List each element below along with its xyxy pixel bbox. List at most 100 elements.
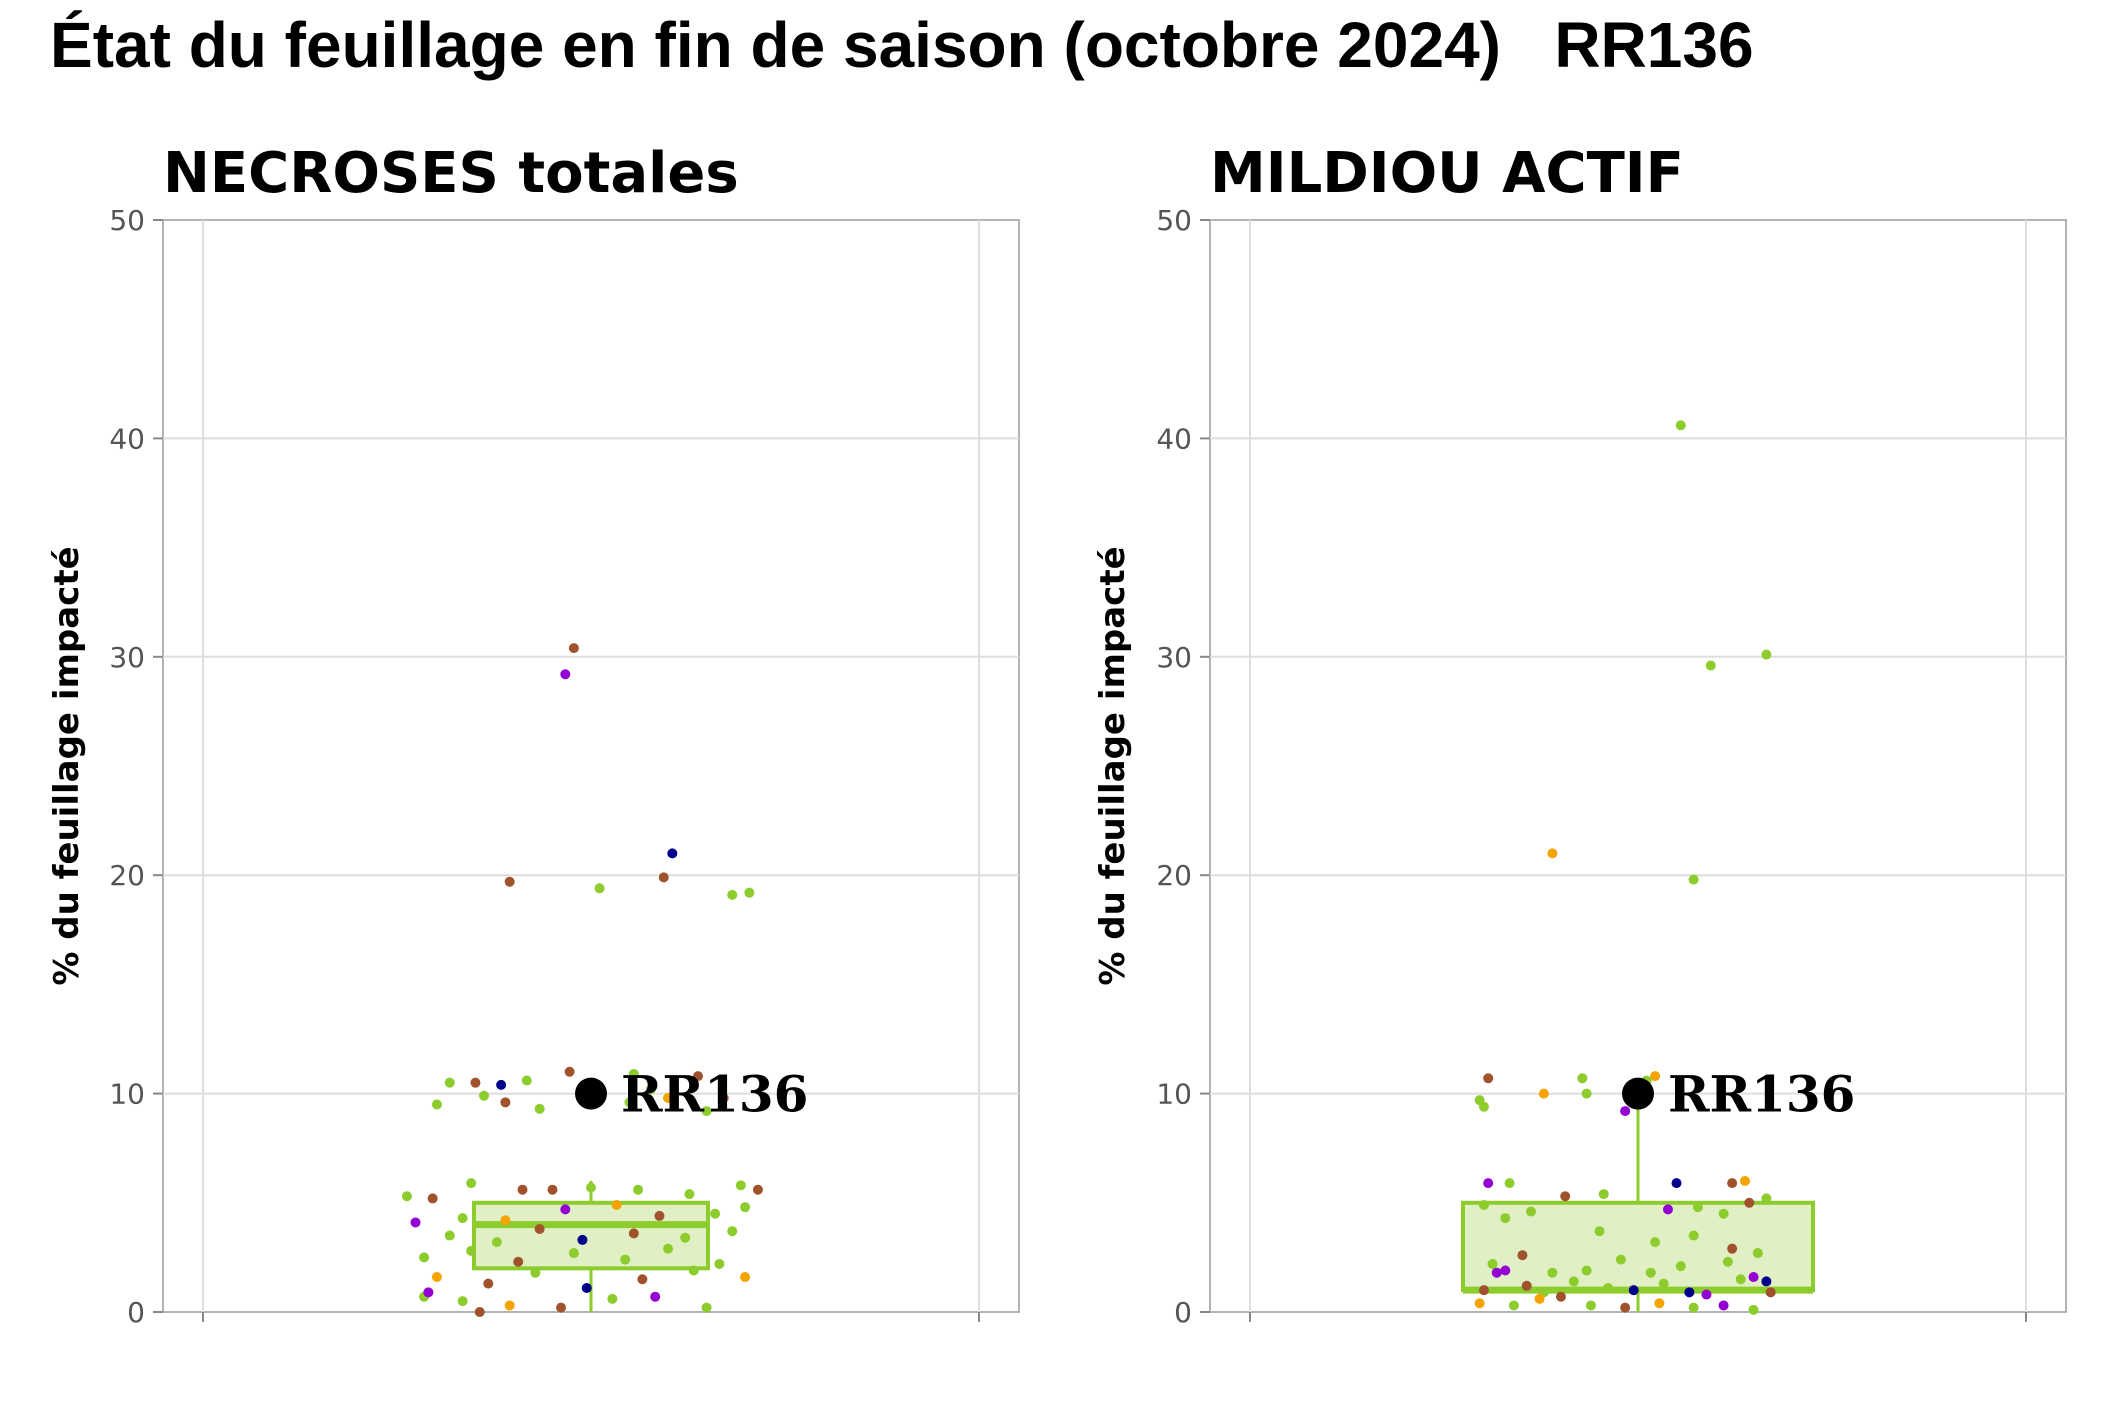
data-point (1478, 1285, 1489, 1296)
data-point (1658, 1278, 1669, 1289)
data-point (1581, 1265, 1592, 1276)
data-point (744, 887, 755, 898)
y-tick-label: 20 (1156, 859, 1192, 892)
data-point (1521, 1280, 1532, 1291)
data-point (1650, 1237, 1661, 1248)
y-axis-label: % du feuillage impacté (47, 546, 87, 985)
data-point (1722, 1256, 1733, 1267)
data-point (504, 1300, 515, 1311)
y-tick-label: 40 (109, 422, 145, 455)
data-point (1662, 1204, 1673, 1215)
data-point (1675, 420, 1686, 431)
data-point (1761, 649, 1772, 660)
y-tick-label: 30 (1156, 641, 1192, 674)
data-point (1547, 848, 1558, 859)
data-point (1748, 1304, 1759, 1315)
data-point (663, 1243, 674, 1254)
data-point (1701, 1289, 1712, 1300)
data-point (1727, 1178, 1738, 1189)
data-point (521, 1075, 532, 1086)
data-point (1483, 1073, 1494, 1084)
panel-title: MILDIOU ACTIF (1210, 141, 1684, 206)
y-tick-label: 20 (109, 859, 145, 892)
data-point (474, 1307, 485, 1317)
data-point (1744, 1197, 1755, 1208)
data-point (1705, 660, 1716, 671)
data-point (1688, 874, 1699, 885)
data-point (718, 1092, 729, 1103)
data-point (688, 1265, 699, 1276)
data-point (1752, 1248, 1763, 1259)
highlight-label: RR136 (1668, 1065, 1855, 1124)
y-tick-label: 30 (109, 641, 145, 674)
data-point (710, 1208, 721, 1219)
data-point (663, 1092, 674, 1103)
data-point (568, 643, 579, 654)
data-point (444, 1077, 455, 1088)
data-point (1500, 1213, 1511, 1224)
data-point (457, 1213, 468, 1224)
data-point (740, 1272, 751, 1283)
data-point (1620, 1302, 1631, 1313)
data-point (1650, 1071, 1661, 1082)
data-point (1688, 1230, 1699, 1241)
data-point (1684, 1287, 1695, 1298)
data-point (530, 1267, 541, 1278)
y-axis-label: % du feuillage impacté (1093, 546, 1133, 985)
data-point (611, 1199, 622, 1210)
data-point (470, 1077, 481, 1088)
data-point (457, 1296, 468, 1307)
data-point (684, 1189, 695, 1200)
data-point (1478, 1101, 1489, 1112)
data-point (556, 1302, 567, 1313)
plot-frame (162, 219, 1020, 1313)
data-point (1560, 1191, 1571, 1202)
data-point (1727, 1243, 1738, 1254)
data-point (1603, 1282, 1614, 1293)
data-point (607, 1293, 618, 1304)
box-iqr (472, 1200, 710, 1271)
data-point (1628, 1285, 1639, 1296)
data-point (1483, 1178, 1494, 1189)
data-point (1765, 1287, 1776, 1298)
data-point (1585, 1300, 1596, 1311)
data-point (1526, 1206, 1536, 1217)
data-point (431, 1272, 442, 1283)
data-point (1675, 1261, 1686, 1272)
data-point (1577, 1073, 1588, 1084)
data-point (1555, 1291, 1566, 1302)
data-point (628, 1068, 639, 1079)
data-point (1504, 1178, 1515, 1189)
data-point (624, 1097, 635, 1108)
data-point (568, 1248, 579, 1259)
y-tick-label: 10 (109, 1078, 145, 1111)
data-point (1581, 1088, 1592, 1099)
data-point (491, 1237, 502, 1248)
data-point (658, 872, 669, 883)
data-point (1718, 1208, 1729, 1219)
panel-mildiou: MILDIOU ACTIF 0 10 20 30 40 50 % du feuillage i… (1093, 141, 2067, 1329)
data-point (1478, 1199, 1489, 1210)
data-point (1688, 1302, 1699, 1313)
data-point (423, 1287, 434, 1298)
data-point (693, 1071, 703, 1082)
data-point (513, 1256, 524, 1267)
data-point (1594, 1226, 1605, 1237)
data-point (1671, 1178, 1682, 1189)
data-point (466, 1245, 477, 1256)
data-point (496, 1079, 507, 1090)
data-point (620, 1254, 631, 1265)
panel-title: NECROSES totales (163, 141, 739, 206)
data-point (1761, 1276, 1772, 1287)
data-point (680, 1232, 691, 1243)
data-point (650, 1291, 661, 1302)
data-point (504, 876, 515, 887)
data-point (740, 1202, 751, 1213)
data-point (564, 1066, 575, 1077)
data-point (1517, 1250, 1528, 1261)
data-point (637, 1274, 648, 1285)
data-point (1538, 1088, 1549, 1099)
data-point (427, 1193, 438, 1204)
data-point (1740, 1175, 1750, 1186)
y-tick-label: 50 (109, 204, 145, 237)
